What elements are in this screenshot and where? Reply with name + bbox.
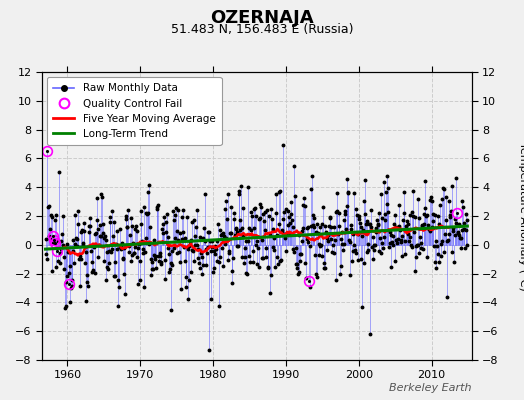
- Text: OZERNAJA: OZERNAJA: [210, 9, 314, 27]
- Y-axis label: Temperature Anomaly (°C): Temperature Anomaly (°C): [518, 142, 524, 290]
- Text: 51.483 N, 156.483 E (Russia): 51.483 N, 156.483 E (Russia): [171, 24, 353, 36]
- Legend: Raw Monthly Data, Quality Control Fail, Five Year Moving Average, Long-Term Tren: Raw Monthly Data, Quality Control Fail, …: [47, 77, 222, 145]
- Text: Berkeley Earth: Berkeley Earth: [389, 383, 472, 393]
